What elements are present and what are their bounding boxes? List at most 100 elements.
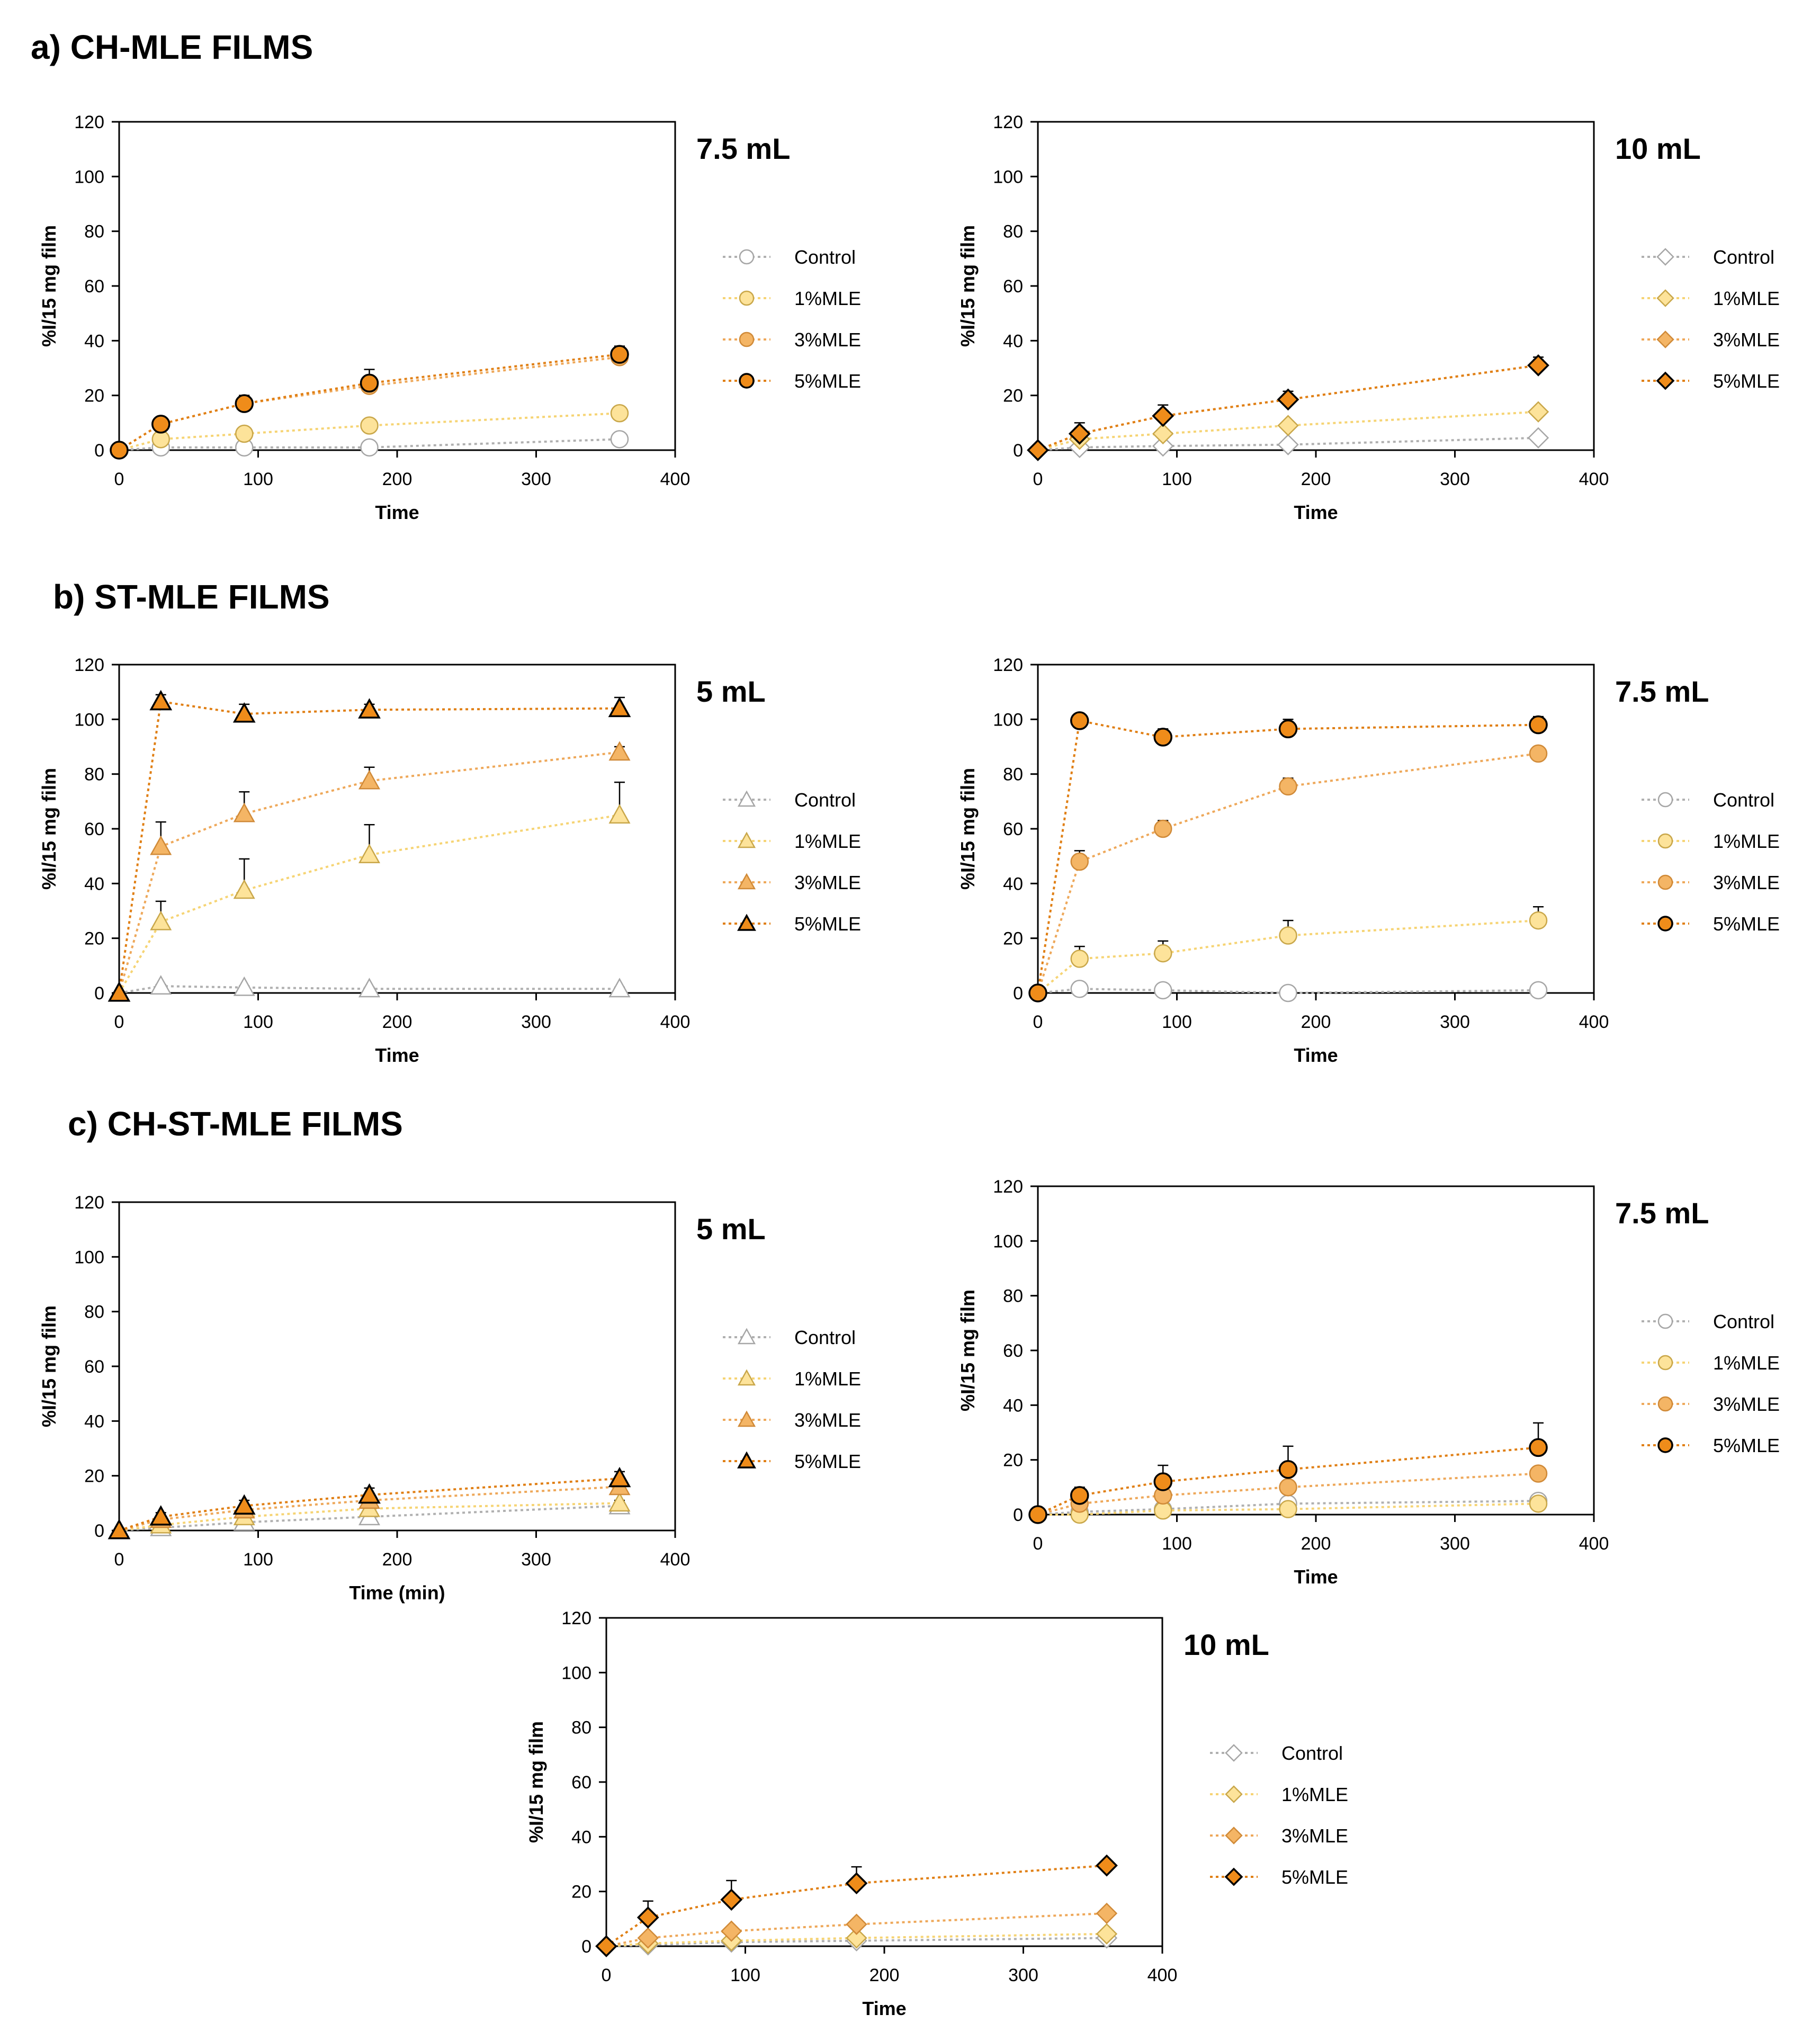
data-point [1279, 1478, 1297, 1497]
y-tick-label: 60 [1003, 1341, 1023, 1361]
y-axis-label: %I/15 mg film [957, 1290, 979, 1411]
data-point [637, 1927, 659, 1949]
y-tick-label: 80 [84, 222, 104, 242]
legend-item-1pctmle: 1%MLE [723, 830, 861, 852]
legend-item-5pctmle: 5%MLE [723, 913, 861, 935]
x-tick-label: 300 [1008, 1965, 1038, 1985]
chart-svg-b1: 0 20 40 60 80 100 120 0 100 200 300 400 Time %I/15 mg… [38, 655, 861, 1066]
x-tick-label: 100 [1162, 1534, 1192, 1554]
series-line [1037, 988, 1539, 995]
legend-marker [1656, 371, 1675, 390]
y-tick-label: 40 [1003, 874, 1023, 894]
legend-item-1pctmle: 1%MLE [723, 288, 861, 309]
data-point [233, 879, 255, 899]
y-tick-label: 20 [1003, 386, 1023, 406]
y-tick-label: 100 [993, 167, 1023, 187]
data-point [1154, 944, 1172, 963]
x-axis-label: Time [862, 1998, 906, 2019]
y-tick-label: 20 [84, 929, 104, 949]
legend-marker [737, 1369, 756, 1386]
y-tick-label: 80 [84, 765, 104, 785]
y-tick-label: 60 [571, 1773, 591, 1793]
y-tick-label: 100 [561, 1663, 591, 1683]
x-tick-label: 400 [1147, 1965, 1178, 1985]
data-point [1279, 777, 1297, 796]
x-axis-label: Time [1294, 502, 1338, 523]
legend-item-5pctmle: 5%MLE [723, 370, 861, 392]
legend-item-5pctmle: 5%MLE [1642, 913, 1780, 935]
y-tick-label: 120 [993, 655, 1023, 675]
series-line [119, 1505, 620, 1532]
legend-label: Control [794, 1327, 856, 1348]
y-tick-label: 120 [993, 112, 1023, 132]
legend-item-3pctmle: 3%MLE [723, 1409, 861, 1431]
legend-label: 5%MLE [1713, 370, 1780, 392]
volume-label: 7.5 mL [696, 132, 790, 165]
legend-item-control: Control [1642, 789, 1774, 811]
data-point [1152, 405, 1175, 427]
y-tick-label: 0 [94, 983, 104, 1004]
plot-frame [118, 664, 676, 994]
legend-marker [737, 790, 756, 807]
x-tick-label: 300 [521, 469, 551, 489]
series-5pctmle [107, 1466, 631, 1539]
legend-marker [737, 1451, 756, 1469]
series-5pctmle [1028, 711, 1548, 1002]
legend-label: 1%MLE [1713, 288, 1780, 309]
series-line [119, 1502, 620, 1532]
data-point [1028, 983, 1047, 1002]
legend-item-1pctmle: 1%MLE [1642, 830, 1780, 852]
data-point [107, 1518, 131, 1539]
series-line [606, 1932, 1107, 1947]
data-point [360, 416, 379, 435]
legend-label: 3%MLE [794, 329, 861, 351]
legend-marker [1657, 1355, 1673, 1371]
legend-marker [1657, 833, 1673, 849]
x-tick-label: 300 [1440, 1012, 1470, 1032]
section-title-a: a) CH-MLE FILMS [31, 28, 313, 66]
legend-label: 3%MLE [1713, 329, 1780, 351]
y-tick-label: 100 [74, 710, 104, 730]
section-title-b: b) ST-MLE FILMS [53, 578, 330, 616]
chart-svg-c3: 0 20 40 60 80 100 120 0 100 200 300 400 Time %I/15 mg… [525, 1608, 1348, 2019]
x-tick-label: 0 [1033, 1012, 1043, 1032]
legend-label: Control [1713, 789, 1774, 811]
x-tick-label: 100 [1162, 1012, 1192, 1032]
series-control [110, 430, 629, 460]
x-tick-label: 0 [1033, 1534, 1043, 1554]
series-1pctmle [108, 781, 631, 1001]
chart-svg-b2: 0 20 40 60 80 100 120 0 100 200 300 400 Time %I/15 mg… [957, 655, 1780, 1066]
legend-label: Control [794, 789, 856, 811]
legend-marker [739, 290, 755, 306]
data-point [233, 976, 255, 996]
data-point [1529, 981, 1548, 1000]
data-point [1153, 728, 1172, 747]
legend-label: Control [1281, 1742, 1343, 1764]
data-point [1527, 401, 1549, 423]
data-point [150, 975, 172, 995]
data-point [1277, 434, 1299, 455]
series-3pctmle [1028, 1464, 1548, 1524]
series-line [1037, 719, 1539, 993]
x-tick-label: 100 [243, 469, 273, 489]
x-tick-label: 0 [1033, 469, 1043, 489]
data-point [235, 424, 254, 443]
legend-label: 3%MLE [794, 872, 861, 893]
y-tick-label: 120 [74, 112, 104, 132]
legend-item-5pctmle: 5%MLE [1642, 370, 1780, 392]
volume-label: 10 mL [1184, 1628, 1269, 1661]
y-tick-label: 20 [84, 386, 104, 406]
x-tick-label: 200 [382, 469, 413, 489]
y-tick-label: 80 [1003, 1286, 1023, 1306]
legend-label: 5%MLE [794, 913, 861, 935]
volume-label: 5 mL [696, 675, 766, 708]
data-point [358, 844, 381, 864]
data-point [149, 1505, 173, 1526]
data-point [610, 345, 629, 364]
x-tick-label: 400 [1579, 469, 1609, 489]
series-line [118, 751, 620, 993]
x-tick-label: 0 [114, 1550, 124, 1570]
data-point [1070, 711, 1089, 730]
y-tick-label: 40 [1003, 1395, 1023, 1416]
series-line [118, 353, 620, 451]
